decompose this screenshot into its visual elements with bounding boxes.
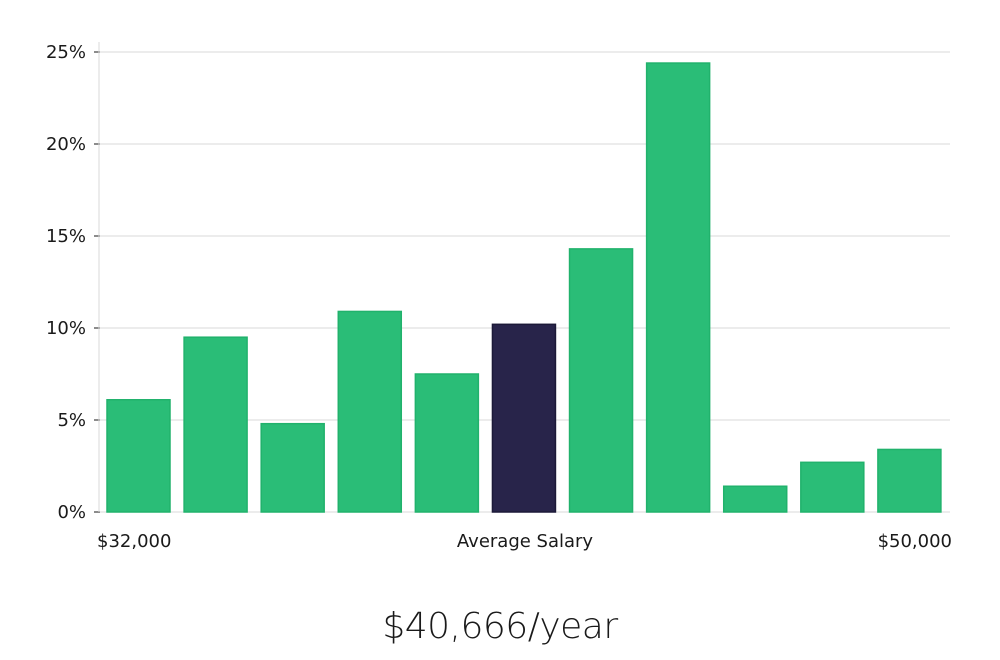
bar	[722, 485, 788, 513]
bar	[877, 448, 942, 513]
bar	[645, 62, 711, 513]
salary-histogram: 0%5%10%15%20%25% $32,000 Average Salary …	[46, 42, 952, 552]
bar	[568, 248, 634, 513]
y-tick-label: 20%	[46, 134, 86, 155]
bar	[106, 399, 171, 513]
y-tick-label: 10%	[46, 318, 86, 339]
x-label-center: Average Salary	[457, 531, 594, 552]
bar	[414, 373, 480, 513]
bar	[800, 461, 865, 513]
bar	[183, 336, 248, 513]
x-label-left: $32,000	[97, 531, 171, 552]
bar	[260, 422, 325, 513]
y-tick-label: 25%	[46, 42, 86, 63]
average-salary-value: $40,666/year	[382, 606, 618, 647]
x-label-right: $50,000	[878, 531, 952, 552]
y-tick-label: 0%	[57, 502, 86, 523]
bar-highlighted	[491, 323, 557, 513]
y-tick-label: 5%	[57, 410, 86, 431]
y-axis-ticks: 0% 5% 10% 15% 20% 25%	[46, 42, 100, 523]
y-tick-label: 15%	[46, 226, 86, 247]
bars	[106, 62, 942, 513]
bar	[337, 310, 403, 513]
